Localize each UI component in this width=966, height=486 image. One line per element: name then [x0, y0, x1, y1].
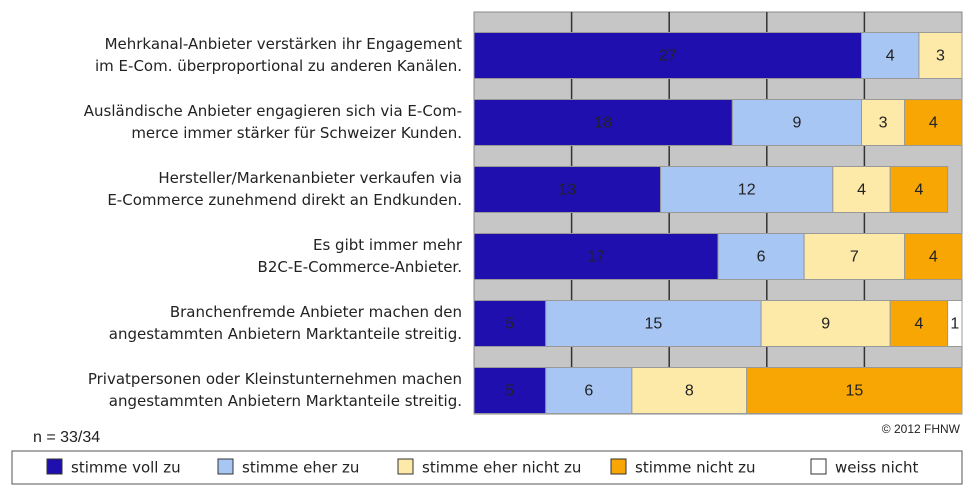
bar-segment [631, 367, 748, 414]
data-label: 9 [821, 316, 830, 333]
legend-swatch [397, 458, 414, 475]
data-label: 18 [594, 115, 612, 132]
bar-segment [473, 166, 662, 213]
category-label: B2C-E-Commerce-Anbieter. [258, 258, 462, 276]
bar-segment [904, 99, 963, 146]
bar-segment [473, 300, 547, 347]
data-label: 9 [792, 115, 801, 132]
bar-segment [861, 32, 920, 79]
data-label: 1 [950, 316, 959, 333]
category-label: angestammten Anbietern Marktanteile stre… [109, 325, 462, 343]
data-label: 4 [914, 182, 923, 199]
data-label: 4 [929, 115, 938, 132]
category-label: E-Commerce zunehmend direkt an Endkunden… [107, 191, 462, 209]
data-label: 8 [685, 383, 694, 400]
legend-swatch [46, 458, 63, 475]
category-label: Es gibt immer mehr [313, 236, 463, 254]
bar-segment [473, 99, 733, 146]
data-label: 12 [738, 182, 756, 199]
category-label: Hersteller/Markenanbieter verkaufen via [158, 169, 462, 187]
bar-segment [473, 32, 863, 79]
bar-segment [832, 166, 891, 213]
category-label: Privatpersonen oder Kleinstunternehmen m… [88, 370, 462, 388]
source: © 2012 FHNW [882, 422, 961, 436]
legend-label: weiss nicht [835, 459, 918, 477]
bar-segment [760, 300, 891, 347]
bar-segment [918, 32, 963, 79]
bar-segment [746, 367, 963, 414]
bar-segment [889, 166, 949, 213]
data-label: 3 [936, 48, 945, 65]
data-label: 7 [850, 249, 859, 266]
data-label: 17 [587, 249, 605, 266]
data-label: 27 [659, 48, 677, 65]
legend-swatch [217, 458, 234, 475]
sample-note: n = 33/34 [33, 429, 100, 446]
bar-segment [473, 233, 719, 280]
bar-segment [545, 300, 762, 347]
data-label: 5 [505, 383, 514, 400]
bar-segment [904, 233, 963, 280]
data-label: 13 [558, 182, 576, 199]
legend-label: stimme nicht zu [635, 459, 756, 477]
bar-segment [660, 166, 834, 213]
category-label: Ausländische Anbieter engagieren sich vi… [84, 102, 462, 120]
legend-box [11, 450, 963, 485]
legend-label: stimme voll zu [71, 459, 181, 477]
data-label: 6 [757, 249, 766, 266]
data-label: 4 [857, 182, 866, 199]
data-label: 5 [505, 316, 514, 333]
bar-segment [889, 300, 949, 347]
data-label: 4 [914, 316, 923, 333]
category-label: angestammten Anbietern Marktanteile stre… [109, 392, 462, 410]
data-label: 15 [645, 316, 663, 333]
data-label: 6 [584, 383, 593, 400]
category-label: Mehrkanal-Anbieter verstärken ihr Engage… [105, 35, 463, 53]
category-label: im E-Com. überproportional zu anderen Ka… [95, 57, 462, 75]
data-label: 15 [845, 383, 863, 400]
bar-segment [545, 367, 633, 414]
legend-swatch [610, 458, 627, 475]
data-label: 4 [929, 249, 938, 266]
category-label: Branchenfremde Anbieter machen den [170, 303, 462, 321]
bar-segment [947, 300, 963, 347]
legend-label: stimme eher nicht zu [422, 459, 581, 477]
data-label: 4 [886, 48, 895, 65]
legend-swatch [810, 458, 827, 475]
legend-label: stimme eher zu [242, 459, 359, 477]
data-label: 3 [879, 115, 888, 132]
category-label: merce immer stärker für Schweizer Kunden… [131, 124, 462, 142]
bar-segment [473, 367, 547, 414]
